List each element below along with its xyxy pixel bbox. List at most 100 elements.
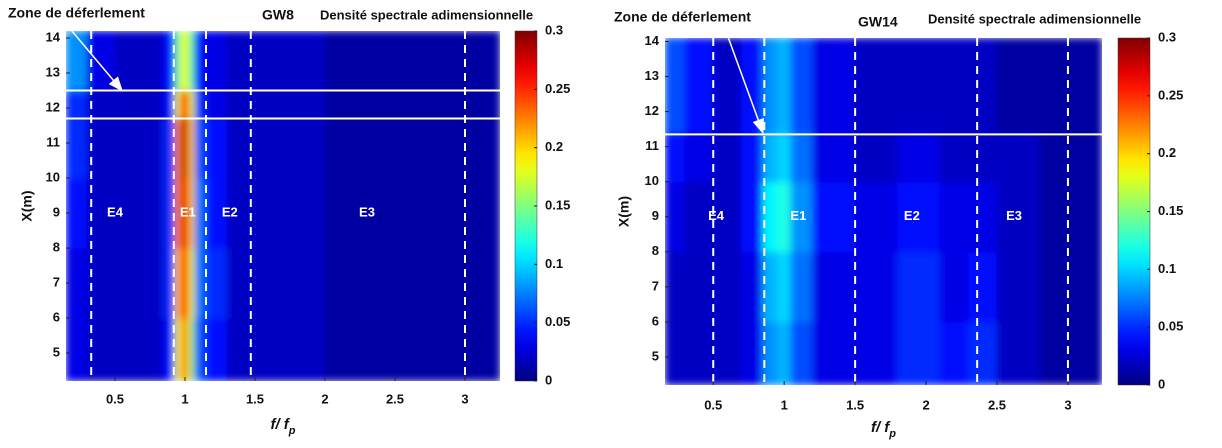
- region-label: E1: [180, 204, 196, 219]
- y-tick-label: 5: [53, 344, 60, 359]
- heatmap-cell: [712, 38, 743, 134]
- heatmap-cell: [968, 251, 998, 323]
- heatmap-cell: [394, 118, 500, 179]
- heatmap-cell: [394, 90, 500, 119]
- colorbar-tick-label: 0.15: [1158, 203, 1183, 218]
- heatmap-cell: [968, 132, 998, 183]
- x-axis-label-text: f/ f: [270, 416, 290, 433]
- y-tick-label: 12: [645, 103, 659, 118]
- heatmap-cell: [324, 247, 396, 319]
- y-axis-label: X(m): [19, 190, 35, 221]
- heatmap-cell: [897, 321, 941, 385]
- heatmap-cell: [996, 132, 1041, 183]
- x-axis-label: f/ fp: [871, 419, 896, 440]
- heatmap-cell: [776, 38, 792, 134]
- colorbar-tick-label: 0.25: [1158, 87, 1183, 102]
- heatmap-cell: [324, 31, 396, 91]
- heatmap-cell: [939, 38, 970, 134]
- heatmap-cell: [394, 177, 500, 249]
- heatmap-cell: [66, 247, 88, 319]
- heatmap-cell: [205, 90, 228, 119]
- heatmap-cell: [665, 132, 686, 183]
- heatmap-cell: [741, 251, 764, 323]
- heatmap-cell: [194, 118, 207, 179]
- heatmap-cell: [939, 181, 970, 253]
- heatmap-cell: [188, 90, 196, 119]
- heatmap-cell: [854, 38, 899, 134]
- region-label: E1: [790, 208, 806, 223]
- heatmap-cell: [174, 90, 182, 119]
- region-label: E4: [708, 208, 725, 223]
- x-tick-label: 2: [922, 397, 929, 412]
- y-tick-label: 9: [53, 204, 60, 219]
- heatmap-cell: [1039, 251, 1102, 323]
- x-tick-label: 2.5: [386, 391, 404, 406]
- heatmap-cell: [712, 321, 743, 385]
- heatmap-cell: [194, 247, 207, 319]
- heatmap-cell: [394, 317, 500, 381]
- heatmap-cell: [741, 38, 764, 134]
- heatmap-cell: [226, 177, 270, 249]
- colorbar-label: Densité spectrale adimensionnelle: [320, 7, 533, 22]
- heatmap-cell: [66, 31, 88, 91]
- heatmap-cell: [180, 118, 190, 179]
- x-axis-label: f/ fp: [270, 416, 295, 437]
- heatmap-cell: [776, 321, 792, 385]
- heatmap-cell: [394, 247, 500, 319]
- chart: E4 E1 E2 E3 0.5 1 1.5 2 2.5 3 5 6 7 8 9 10 11 12 13 14 Zone …: [8, 5, 570, 437]
- heatmap-cell: [939, 321, 970, 385]
- heatmap-cell: [226, 31, 270, 91]
- heatmap-cell: [684, 251, 714, 323]
- y-tick-label: 9: [652, 208, 659, 223]
- y-tick-label: 14: [645, 33, 660, 48]
- heatmap-cell: [180, 90, 190, 119]
- heatmap-cell: [665, 38, 686, 134]
- heatmap-cell: [854, 132, 899, 183]
- heatmap-cell: [790, 181, 814, 253]
- heatmap-cell: [114, 247, 144, 319]
- y-tick-label: 7: [53, 274, 60, 289]
- heatmap-cell: [741, 132, 764, 183]
- heatmap-cell: [268, 118, 326, 179]
- y-tick-label: 12: [46, 99, 60, 114]
- heatmap-cell: [142, 118, 165, 179]
- x-tick-label: 3: [461, 391, 468, 406]
- region-label: E3: [1006, 208, 1022, 223]
- x-tick-label: 1: [181, 391, 188, 406]
- y-tick-label: 13: [46, 64, 60, 79]
- x-tick-label: 1.5: [846, 397, 864, 412]
- colorbar-tick-label: 0: [545, 372, 552, 387]
- heatmap-cell: [741, 321, 764, 385]
- heatmap-cell: [776, 251, 792, 323]
- y-tick-label: 7: [652, 278, 659, 293]
- heatmap-cell: [66, 177, 88, 249]
- heatmap-cell: [665, 181, 686, 253]
- colorbar-tick-label: 0.15: [545, 197, 570, 212]
- colorbar-tick-label: 0.3: [545, 22, 563, 37]
- x-tick-label: 2.5: [988, 397, 1006, 412]
- annotation: Zone de déferlement: [614, 9, 751, 25]
- colorbar-tick-label: 0.3: [1158, 29, 1176, 44]
- y-tick-label: 5: [652, 348, 659, 363]
- x-tick-label: 0.5: [704, 397, 722, 412]
- heatmap-cell: [996, 38, 1041, 134]
- heatmap-cell: [163, 90, 176, 119]
- heatmap-cell: [897, 181, 941, 253]
- colorbar-tick-label: 0.1: [545, 256, 563, 271]
- y-tick-label: 8: [652, 243, 659, 258]
- heatmap-cell: [790, 38, 814, 134]
- heatmap-cell: [665, 251, 686, 323]
- heatmap-cell: [226, 118, 270, 179]
- heatmap-cell: [812, 38, 856, 134]
- heatmap-cell: [174, 317, 182, 381]
- heatmap-cell: [268, 90, 326, 119]
- region-label: E3: [359, 204, 375, 219]
- heatmap-cell: [268, 177, 326, 249]
- heatmap-cell: [939, 132, 970, 183]
- heatmap-cell: [854, 321, 899, 385]
- heatmap-cell: [180, 247, 190, 319]
- colorbar-tick-label: 0.05: [1158, 319, 1183, 334]
- heatmap-cell: [762, 321, 778, 385]
- heatmap-cell: [996, 251, 1041, 323]
- heatmap-cell: [854, 181, 899, 253]
